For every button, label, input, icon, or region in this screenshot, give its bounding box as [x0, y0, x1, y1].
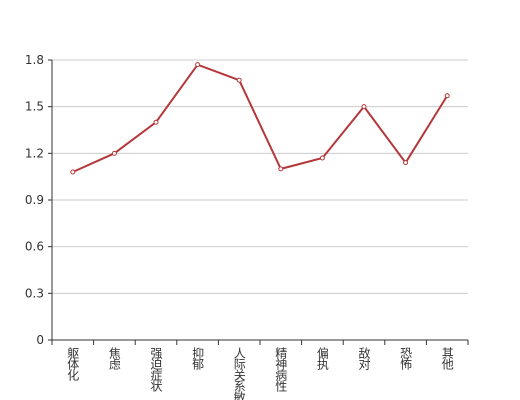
x-tick-label: 人际关系敏感: [232, 347, 246, 400]
x-tick-label: 焦虑: [107, 347, 121, 370]
x-tick-label: 恐怖: [399, 347, 413, 370]
x-tick-label: 强迫症状: [149, 347, 163, 392]
x-tick-label: 抑郁: [191, 346, 205, 371]
point: [278, 166, 284, 172]
x-tick-label: 躯体化: [66, 346, 80, 382]
y-tick-label: 0.6: [25, 240, 44, 254]
y-tick-label: 0.9: [25, 193, 44, 207]
x-tick-label: 精神病性: [274, 347, 288, 393]
y-tick-label: 0.3: [25, 286, 44, 300]
point: [153, 119, 159, 125]
point: [319, 155, 325, 161]
line: [72, 63, 449, 173]
y-tick-label: 1.5: [25, 100, 44, 114]
point: [111, 150, 117, 156]
point: [444, 93, 450, 99]
point: [195, 62, 201, 68]
point: [70, 169, 76, 175]
x-tick-label: 敌对: [357, 346, 371, 370]
y-tick-label: 1.8: [25, 53, 44, 67]
point: [361, 104, 367, 110]
point: [236, 77, 242, 83]
x-tick-label: 其他: [440, 347, 454, 370]
y-tick-label: 1.2: [25, 146, 44, 160]
y-tick-label: 0: [36, 333, 44, 347]
point: [403, 160, 409, 166]
x-tick-label: 偏执: [315, 346, 329, 371]
